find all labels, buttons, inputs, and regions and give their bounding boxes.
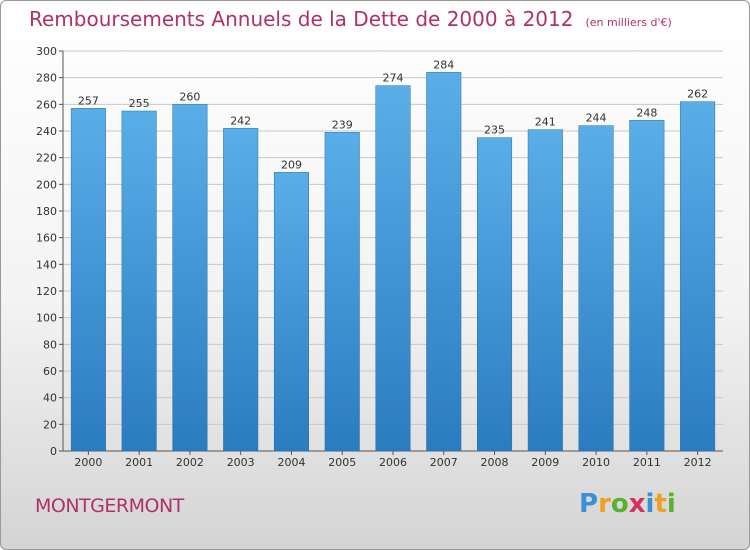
location-name: MONTGERMONT (35, 495, 184, 517)
y-tick-label: 180 (36, 205, 57, 218)
bar (477, 137, 513, 452)
data-label: 209 (281, 158, 302, 171)
data-label: 235 (484, 124, 505, 137)
y-tick-label: 40 (43, 392, 57, 405)
y-tick-label: 160 (36, 232, 57, 245)
y-tick-label: 240 (36, 125, 57, 138)
x-tick-label: 2011 (633, 456, 661, 469)
data-label: 248 (636, 106, 657, 119)
logo-letter: x (628, 489, 646, 519)
logo-letter: i (666, 489, 676, 519)
y-tick-label: 200 (36, 178, 57, 191)
data-label: 242 (230, 114, 251, 127)
bar (527, 129, 563, 452)
x-tick-label: 2004 (277, 456, 305, 469)
data-label: 239 (332, 118, 353, 131)
y-tick-label: 280 (36, 72, 57, 85)
x-tick-label: 2010 (582, 456, 610, 469)
y-tick-label: 220 (36, 152, 57, 165)
data-label: 244 (586, 112, 607, 125)
bar (680, 101, 716, 452)
logo-letter: o (610, 489, 629, 519)
bar (223, 128, 259, 452)
x-tick-label: 2009 (531, 456, 559, 469)
x-tick-label: 2005 (328, 456, 356, 469)
x-tick-label: 2002 (176, 456, 204, 469)
data-label: 260 (179, 90, 200, 103)
y-tick-label: 20 (43, 418, 57, 431)
data-label: 241 (535, 116, 556, 129)
x-tick-label: 2012 (684, 456, 712, 469)
x-tick-label: 2000 (74, 456, 102, 469)
y-tick-label: 140 (36, 258, 57, 271)
x-tick-label: 2003 (227, 456, 255, 469)
x-tick-label: 2001 (125, 456, 153, 469)
plot-area: 0 20 40 60 80 100 120 140 160 180 200 220 240 260 280 3… (36, 45, 723, 469)
logo-letter: i (645, 489, 655, 519)
x-tick-label: 2007 (430, 456, 458, 469)
logo-letter: r (598, 489, 611, 519)
data-label: 255 (129, 97, 150, 110)
x-tick-label: 2006 (379, 456, 407, 469)
bar (273, 172, 309, 452)
y-tick-label: 260 (36, 98, 57, 111)
bar (578, 125, 614, 452)
y-tick-label: 300 (36, 45, 57, 58)
bar (426, 72, 462, 452)
proxiti-logo[interactable]: Proxiti (579, 489, 676, 519)
y-tick-label: 100 (36, 312, 57, 325)
chart-title: Remboursements Annuels de la Dette de 20… (29, 7, 672, 31)
logo-letter: P (579, 489, 599, 519)
data-label: 262 (687, 88, 708, 101)
y-tick-label: 120 (36, 285, 57, 298)
bar (375, 85, 411, 452)
y-tick-label: 60 (43, 365, 57, 378)
bar (324, 132, 360, 452)
y-tick-label: 80 (43, 338, 57, 351)
chart-subtitle: (en milliers d'€) (585, 16, 672, 29)
y-tick-label: 0 (50, 445, 57, 458)
data-label: 274 (383, 72, 404, 85)
data-label: 257 (78, 94, 99, 107)
logo-letter: t (654, 489, 667, 519)
x-tick-label: 2008 (481, 456, 509, 469)
bar (629, 120, 665, 452)
chart-title-text: Remboursements Annuels de la Dette de 20… (29, 7, 574, 31)
bar (70, 108, 106, 452)
bar (121, 110, 157, 452)
data-label: 284 (433, 58, 454, 71)
bar (172, 104, 208, 452)
